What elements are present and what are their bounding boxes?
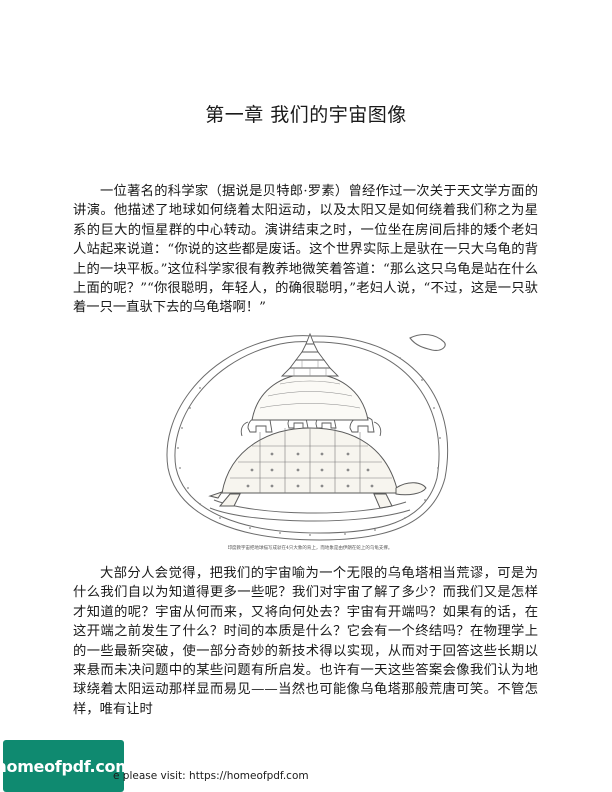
site-logo[interactable]: homeofpdf.com [0,740,132,792]
paragraph-2: 大部分人会觉得，把我们的宇宙喻为一个无限的乌龟塔相当荒谬，可是为什么我们自以为知… [73,566,538,717]
paragraph-1: 一位著名的科学家（据说是贝特郎·罗素）曾经作过一次关于天文学方面的讲演。他描述了… [73,184,538,316]
footer: homeofpdf.com e please visit: https://ho… [0,740,612,792]
cosmology-illustration [160,328,460,548]
footer-link[interactable]: e please visit: https://homeofpdf.com [113,770,309,782]
chapter-title: 第一章 我们的宇宙图像 [205,104,407,126]
figure-caption: 印度教宇宙把地球描写成驮在4只大象的背上，而地象是由伊朗在蛇上的乌龟支撑。 [227,546,393,551]
turtle-elephant-serpent-drawing [166,332,449,541]
site-logo-text: homeofpdf.com [0,756,132,776]
